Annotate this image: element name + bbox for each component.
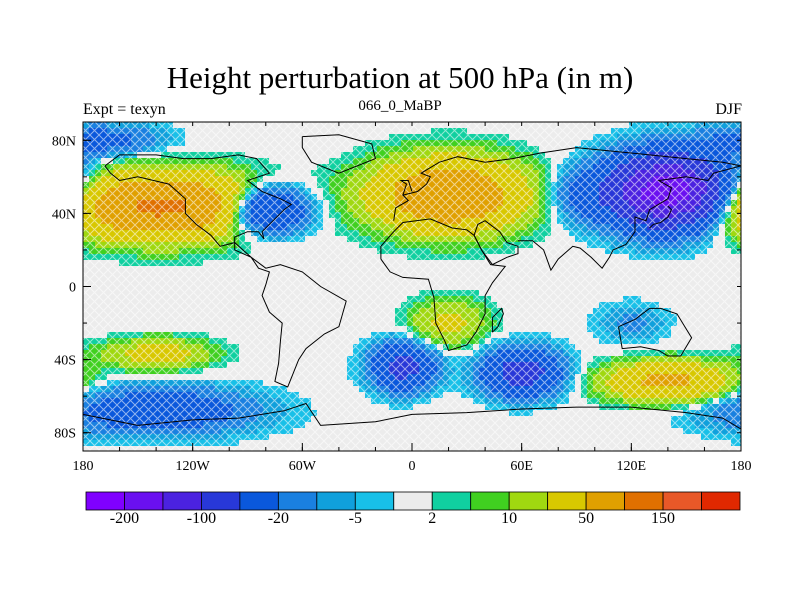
plot-subtitle: 066_0_MaBP	[358, 98, 442, 114]
plot-title: Height perturbation at 500 hPa (in m)	[166, 60, 634, 95]
experiment-label: Expt = texyn	[83, 101, 166, 118]
season-label: DJF	[715, 101, 742, 118]
